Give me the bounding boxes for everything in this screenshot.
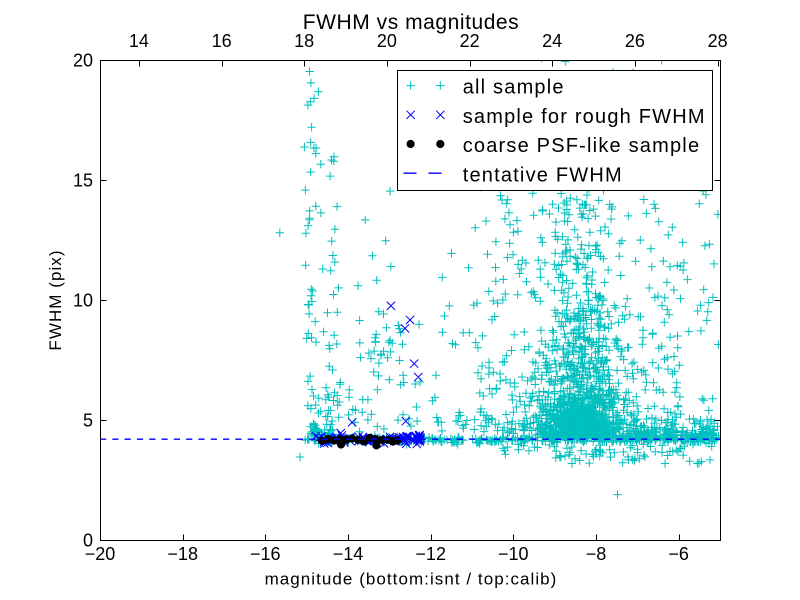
svg-text:FWHM (pix): FWHM (pix): [46, 249, 65, 350]
svg-text:22: 22: [460, 31, 480, 51]
svg-text:−20: −20: [85, 544, 116, 564]
svg-text:sample for rough FWHM: sample for rough FWHM: [463, 106, 706, 128]
svg-text:coarse PSF-like sample: coarse PSF-like sample: [463, 135, 701, 157]
svg-text:−14: −14: [333, 544, 364, 564]
svg-text:all sample: all sample: [463, 77, 565, 99]
svg-text:magnitude (bottom:isnt / top:c: magnitude (bottom:isnt / top:calib): [265, 570, 558, 589]
svg-text:FWHM vs magnitudes: FWHM vs magnitudes: [303, 11, 519, 34]
svg-text:0: 0: [83, 530, 93, 550]
svg-text:20: 20: [73, 50, 93, 70]
svg-text:26: 26: [625, 31, 645, 51]
svg-text:−12: −12: [415, 544, 446, 564]
svg-text:20: 20: [377, 31, 397, 51]
svg-text:15: 15: [73, 170, 93, 190]
svg-text:tentative FWHM: tentative FWHM: [463, 164, 623, 186]
svg-text:18: 18: [294, 31, 314, 51]
svg-text:16: 16: [212, 31, 232, 51]
svg-text:28: 28: [708, 31, 728, 51]
svg-text:−18: −18: [167, 544, 198, 564]
svg-text:5: 5: [83, 410, 93, 430]
svg-text:−10: −10: [498, 544, 529, 564]
svg-text:24: 24: [542, 31, 562, 51]
svg-text:−6: −6: [668, 544, 689, 564]
svg-text:14: 14: [129, 31, 149, 51]
svg-text:10: 10: [73, 290, 93, 310]
svg-text:−8: −8: [586, 544, 607, 564]
svg-text:−16: −16: [250, 544, 281, 564]
